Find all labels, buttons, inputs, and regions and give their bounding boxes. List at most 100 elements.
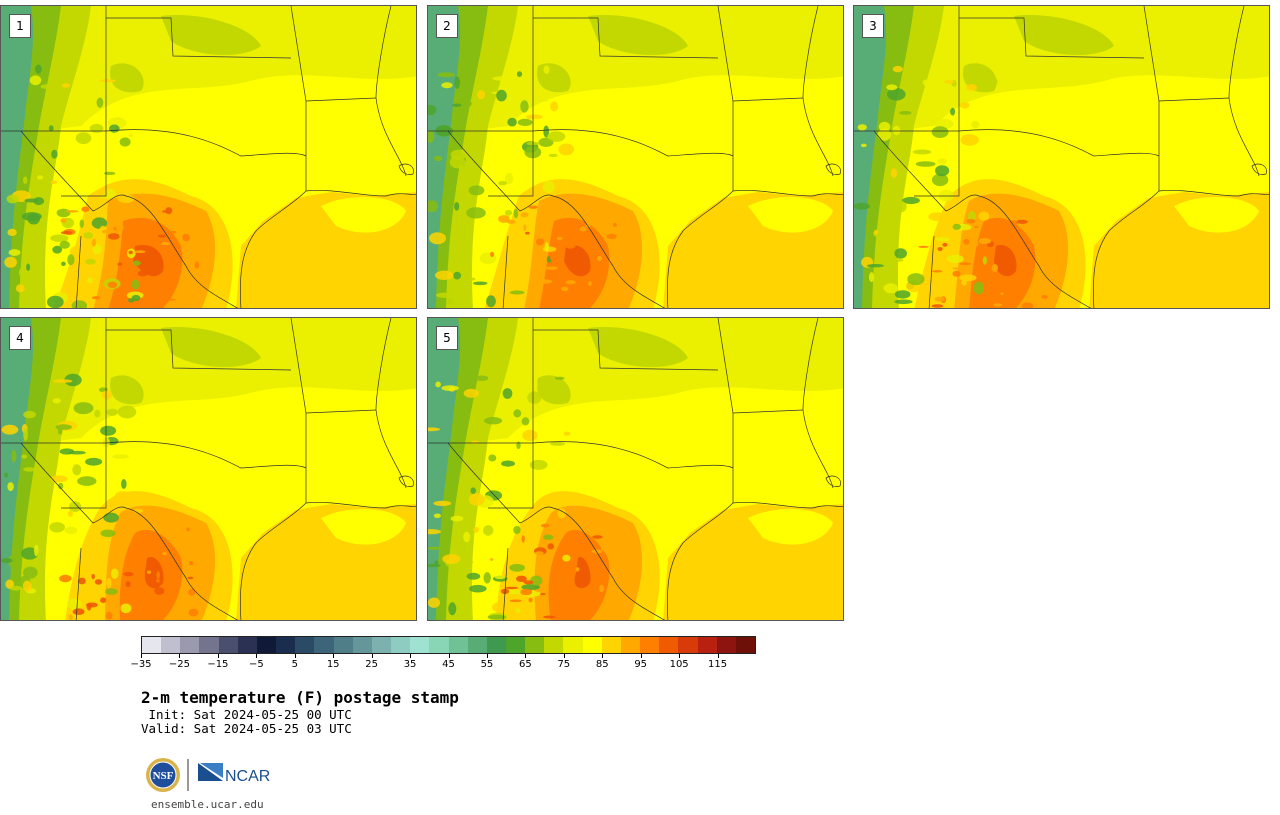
terrain-speckle (55, 424, 72, 430)
north-patch-2 (110, 375, 144, 405)
heat-speckle (520, 212, 529, 218)
terrain-speckle (87, 277, 93, 284)
colorbar-tick (525, 654, 527, 658)
heat-speckle (146, 283, 153, 292)
heat-speckle (188, 588, 196, 596)
colorbar-tick (602, 654, 604, 658)
terrain-speckle (894, 258, 904, 262)
heat-speckle (182, 233, 191, 242)
terrain-speckle (504, 173, 514, 185)
terrain-speckle (502, 388, 513, 399)
terrain-speckle (450, 589, 468, 599)
terrain-speckle (119, 137, 131, 147)
terrain-speckle (433, 513, 441, 519)
terrain-speckle (894, 299, 913, 305)
terrain-speckle (973, 281, 985, 295)
gulf-coastline-east (305, 502, 416, 509)
gulf-cool-patch (748, 508, 833, 545)
heat-speckle (539, 593, 546, 596)
colorbar-tick-label: 85 (595, 659, 609, 670)
terrain-speckle (4, 472, 9, 478)
heat-speckle (952, 270, 961, 277)
terrain-speckle (29, 75, 42, 86)
north-patch-1 (1014, 15, 1114, 56)
heat-speckle (565, 280, 576, 285)
terrain-speckle (51, 149, 58, 159)
heat-speckle (966, 219, 976, 224)
colorbar-tick (563, 654, 565, 658)
terrain-speckle (450, 515, 464, 522)
terrain-speckle (557, 508, 566, 519)
heat-speckle (551, 295, 564, 301)
terrain-speckle (428, 563, 441, 568)
terrain-speckle (61, 83, 71, 88)
red-river (105, 129, 307, 191)
terrain-speckle (516, 71, 523, 77)
heat-speckle (123, 572, 134, 577)
heat-speckle (91, 573, 95, 580)
terrain-speckle (117, 405, 137, 419)
heat-speckle (189, 561, 194, 566)
terrain-speckle (428, 130, 435, 143)
colorbar-swatch (410, 637, 430, 653)
terrain-speckle (59, 240, 70, 249)
terrain-speckle (521, 417, 530, 426)
terrain-speckle (880, 243, 895, 255)
red-river (532, 129, 734, 191)
colorbar-swatch (352, 637, 372, 653)
colorbar-tick (217, 654, 219, 658)
colorbar-swatch (429, 637, 449, 653)
border-mexico-state (75, 235, 82, 308)
terrain-speckle (525, 114, 543, 120)
terrain-speckle (463, 388, 479, 398)
rio-grande-border (447, 130, 666, 308)
border-ok-panhandle (106, 329, 292, 371)
gulf-cool-patch (321, 508, 406, 545)
heat-speckle (1016, 219, 1028, 224)
colorbar-tick (717, 654, 719, 658)
terrain-speckle (473, 526, 479, 533)
colorbar-tick-label: −25 (168, 659, 190, 670)
nsf-logo: NSF (146, 758, 180, 792)
terrain-speckle (23, 410, 36, 419)
terrain-speckle (75, 132, 92, 145)
heat-speckle (498, 215, 510, 223)
terrain-speckle (103, 171, 116, 175)
terrain-speckle (61, 261, 66, 266)
gulf-coastline-east (732, 190, 843, 197)
colorbar-tick-label: 35 (403, 659, 417, 670)
heat-speckle (161, 241, 170, 246)
terrain-speckle (23, 428, 28, 441)
heat-speckle (1009, 220, 1018, 227)
colorbar-ticks: −35 −25 −15 −5 5 15 25 35 45 55 65 75 85 95 105 115 (130, 654, 756, 674)
terrain-speckle (26, 263, 31, 271)
heat-speckle (918, 245, 929, 248)
colorbar-tick-label: 15 (326, 659, 340, 670)
terrain-speckle (931, 126, 949, 138)
heat-speckle (105, 611, 113, 620)
terrain-speckle (886, 84, 898, 91)
terrain-speckle (96, 97, 104, 108)
terrain-speckle (457, 558, 473, 566)
texas-coastline (1093, 190, 1160, 308)
terrain-speckle (57, 428, 63, 435)
heat-speckle (146, 570, 152, 574)
heat-speckle (187, 576, 194, 580)
terrain-speckle (10, 585, 23, 591)
terrain-speckle (554, 376, 565, 380)
terrain-speckle (960, 134, 979, 146)
mississippi-river (802, 6, 834, 177)
border-mexico-state (502, 547, 509, 620)
heat-speckle (549, 254, 557, 261)
colorbar-swatch (620, 637, 641, 653)
member-label-2: 2 (436, 14, 458, 38)
heat-speckle (509, 599, 522, 603)
heat-speckle (600, 546, 610, 552)
colorbar-swatch (218, 637, 238, 653)
terrain-speckle (878, 121, 891, 132)
member-label-3: 3 (862, 14, 884, 38)
heat-speckle (92, 238, 96, 247)
border-nm-tx (61, 131, 107, 197)
terrain-speckle (496, 89, 507, 102)
terrain-speckle (428, 200, 439, 213)
